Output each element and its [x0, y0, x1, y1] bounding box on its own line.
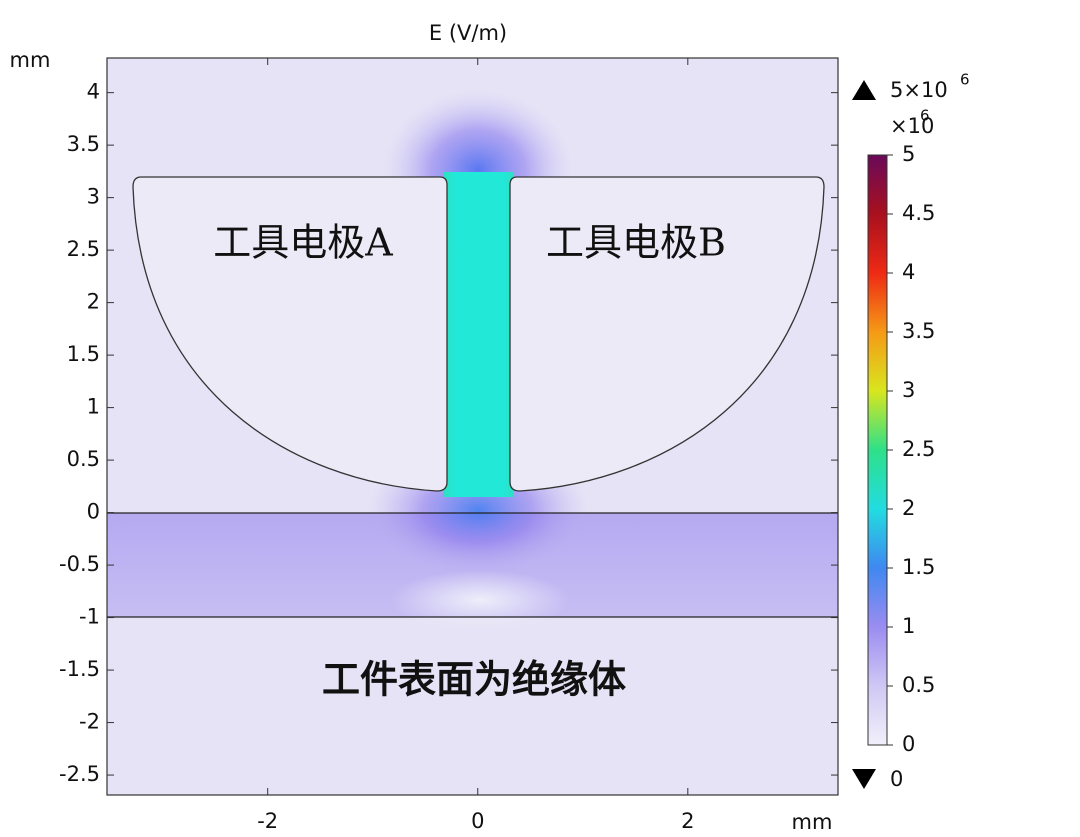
y-tick-label: 1	[87, 395, 100, 419]
electrode-a	[132, 176, 448, 492]
min-marker	[852, 769, 876, 789]
electrode-b	[509, 176, 825, 492]
y-tick-label: -2.5	[59, 762, 100, 786]
y-tick-label: -1.5	[59, 657, 100, 681]
y-tick-label: 0	[87, 500, 100, 524]
multiplier-exp: 6	[920, 107, 930, 125]
colorbar-tick-label: 3.5	[902, 319, 935, 343]
y-tick-label: 1.5	[67, 342, 100, 366]
colorbar-tick-label: 3	[902, 378, 915, 402]
max-label: 5×10	[890, 78, 948, 102]
annotation: 工件表面为绝缘体	[322, 657, 626, 702]
y-tick-label: -0.5	[59, 552, 100, 576]
colorbar-tick-label: 1.5	[902, 555, 935, 579]
max-marker	[852, 80, 876, 100]
x-tick-label: 0	[471, 809, 484, 833]
x-unit: mm	[792, 810, 833, 834]
colorbar-tick-label: 4	[902, 260, 915, 284]
gap-field	[444, 172, 514, 497]
y-tick-label: 0.5	[67, 447, 100, 471]
colorbar-tick-label: 2.5	[902, 437, 935, 461]
max-label-exp: 6	[960, 71, 970, 89]
colorbar-tick-label: 0	[902, 732, 915, 756]
y-tick-label: 2	[87, 290, 100, 314]
min-label: 0	[890, 767, 903, 791]
colorbar	[867, 154, 888, 746]
x-tick-label: -2	[257, 809, 278, 833]
y-tick-label: -2	[79, 710, 100, 734]
y-tick-label: 3	[87, 185, 100, 209]
y-tick-label: 2.5	[67, 237, 100, 261]
y-tick-label: 4	[87, 80, 100, 104]
annotation: 工具电极B	[546, 221, 726, 265]
plot-frame	[106, 57, 839, 796]
annotation: 工具电极A	[213, 221, 393, 265]
field-low	[390, 570, 570, 630]
colorbar-tick-label: 4.5	[902, 201, 935, 225]
y-unit: mm	[10, 48, 51, 72]
multiplier: ×10	[890, 114, 934, 138]
colorbar-tick-label: 5	[902, 142, 915, 166]
colorbar-tick-label: 2	[902, 496, 915, 520]
field-plot	[107, 58, 838, 795]
colorbar-tick-label: 0.5	[902, 673, 935, 697]
y-tick-label: -1	[79, 605, 100, 629]
y-tick-label: 3.5	[67, 132, 100, 156]
colorbar-tick-label: 1	[902, 614, 915, 638]
chart-title: E (V/m)	[429, 21, 507, 45]
x-tick-label: 2	[681, 809, 694, 833]
